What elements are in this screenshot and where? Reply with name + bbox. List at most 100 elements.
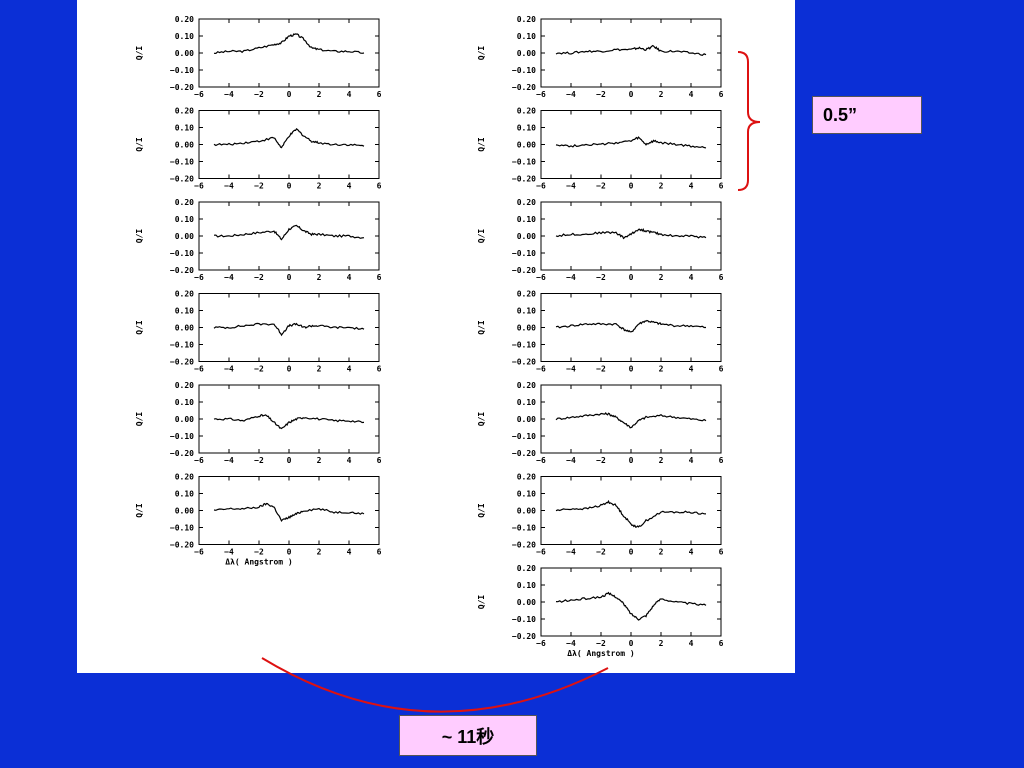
x-tick-label: 6 (719, 456, 724, 465)
x-tick-label: −6 (536, 182, 546, 191)
y-tick-label: −0.10 (512, 615, 536, 624)
x-tick-label: 4 (347, 548, 352, 557)
data-line (555, 44, 707, 56)
y-axis-label: Q/I (477, 320, 486, 335)
plot-frame (540, 476, 722, 545)
y-axis-label: Q/I (135, 229, 144, 244)
x-tick-label: 6 (719, 182, 724, 191)
y-tick-label: −0.10 (512, 341, 536, 350)
x-axis-label: Δλ( Angstrom ) (225, 558, 292, 567)
y-tick-label: 0.00 (175, 415, 194, 424)
y-tick-label: 0.20 (175, 381, 194, 390)
y-tick-label: 0.20 (517, 473, 536, 482)
y-axis-label: Q/I (135, 412, 144, 427)
y-tick-label: −0.20 (170, 358, 194, 367)
x-tick-label: −6 (194, 456, 204, 465)
plot-frame (540, 567, 722, 637)
x-tick-label: 4 (347, 182, 352, 191)
x-tick-label: 4 (689, 365, 694, 374)
y-tick-label: −0.10 (170, 66, 194, 75)
x-tick-label: −6 (194, 90, 204, 99)
y-tick-label: 0.10 (175, 215, 194, 224)
data-line (555, 499, 707, 528)
x-tick-label: −2 (254, 456, 264, 465)
time-label-box: ~ 11秒 (399, 715, 537, 756)
x-tick-label: 0 (629, 365, 634, 374)
x-tick-label: 4 (689, 273, 694, 282)
y-tick-label: −0.10 (512, 66, 536, 75)
y-tick-label: −0.10 (512, 249, 536, 258)
x-tick-label: 2 (659, 639, 664, 648)
y-axis-label: Q/I (135, 46, 144, 61)
y-tick-label: −0.10 (512, 524, 536, 533)
x-tick-label: 4 (347, 90, 352, 99)
y-tick-label: −0.10 (170, 432, 194, 441)
x-tick-label: −6 (536, 456, 546, 465)
x-tick-label: −2 (254, 273, 264, 282)
x-tick-label: 0 (629, 548, 634, 557)
x-tick-label: 6 (719, 639, 724, 648)
x-tick-label: −2 (254, 90, 264, 99)
y-tick-label: 0.10 (517, 398, 536, 407)
y-tick-label: −0.20 (170, 175, 194, 184)
data-line (213, 322, 365, 337)
x-tick-label: 4 (689, 456, 694, 465)
x-tick-label: 0 (287, 456, 292, 465)
x-tick-label: −4 (566, 456, 576, 465)
data-line (213, 128, 365, 149)
x-tick-label: 0 (287, 182, 292, 191)
y-tick-label: 0.10 (175, 398, 194, 407)
y-tick-label: −0.20 (170, 266, 194, 275)
y-tick-label: 0.20 (517, 290, 536, 299)
x-tick-label: −6 (536, 639, 546, 648)
x-tick-label: −4 (224, 548, 234, 557)
y-tick-label: 0.10 (517, 124, 536, 133)
y-axis-label: Q/I (477, 412, 486, 427)
plot-panel: 0.20 0.10 0.00 −0.10 −0.20−6 −4 −2 0 2 4 6 Q/I (477, 15, 724, 99)
x-tick-label: 0 (629, 273, 634, 282)
plot-panel: 0.20 0.10 0.00 −0.10 −0.20−6 −4 −2 0 2 4 6 Q/I (477, 473, 724, 557)
plot-panel: 0.20 0.10 0.00 −0.10 −0.20−6 −4 −2 0 2 4 6 Q/I (477, 198, 724, 282)
y-tick-label: 0.20 (175, 473, 194, 482)
y-tick-label: −0.10 (170, 341, 194, 350)
y-tick-label: 0.00 (517, 232, 536, 241)
plot-panel: 0.20 0.10 0.00 −0.10 −0.20−6 −4 −2 0 2 4 6 Q/I (477, 290, 724, 374)
y-tick-label: −0.20 (170, 541, 194, 550)
x-tick-label: 0 (629, 90, 634, 99)
x-tick-label: 6 (377, 273, 382, 282)
plot-panel: 0.20 0.10 0.00 −0.10 −0.20−6 −4 −2 0 2 4 6 Q/I (135, 107, 382, 191)
y-tick-label: −0.10 (170, 249, 194, 258)
x-tick-label: −2 (254, 182, 264, 191)
x-tick-label: 0 (629, 456, 634, 465)
y-tick-label: 0.10 (175, 32, 194, 41)
x-tick-label: 4 (689, 639, 694, 648)
y-tick-label: 0.00 (175, 141, 194, 150)
y-axis-label: Q/I (135, 503, 144, 518)
x-tick-label: −4 (566, 548, 576, 557)
x-tick-label: 6 (377, 548, 382, 557)
y-tick-label: 0.00 (517, 507, 536, 516)
data-line (555, 136, 707, 149)
plot-frame (198, 18, 380, 88)
y-tick-label: 0.10 (517, 490, 536, 499)
y-tick-label: 0.10 (175, 490, 194, 499)
x-tick-label: −4 (224, 182, 234, 191)
x-tick-label: −4 (566, 90, 576, 99)
x-tick-label: −4 (224, 90, 234, 99)
bracket-label: 0.5” (823, 104, 858, 125)
data-line (213, 224, 365, 241)
x-tick-label: −2 (596, 90, 606, 99)
plot-panel: 0.20 0.10 0.00 −0.10 −0.20−6 −4 −2 0 2 4 6 Q/I (135, 381, 382, 465)
y-tick-label: −0.20 (512, 449, 536, 458)
y-tick-label: −0.10 (512, 158, 536, 167)
x-tick-label: 6 (719, 365, 724, 374)
x-tick-label: 0 (287, 365, 292, 374)
data-line (555, 227, 707, 240)
y-tick-label: −0.20 (512, 175, 536, 184)
x-tick-label: 6 (719, 90, 724, 99)
y-tick-label: 0.10 (175, 124, 194, 133)
x-axis-label: Δλ( Angstrom ) (567, 649, 634, 658)
y-tick-label: 0.00 (517, 324, 536, 333)
y-tick-label: 0.10 (517, 581, 536, 590)
y-tick-label: 0.00 (517, 141, 536, 150)
